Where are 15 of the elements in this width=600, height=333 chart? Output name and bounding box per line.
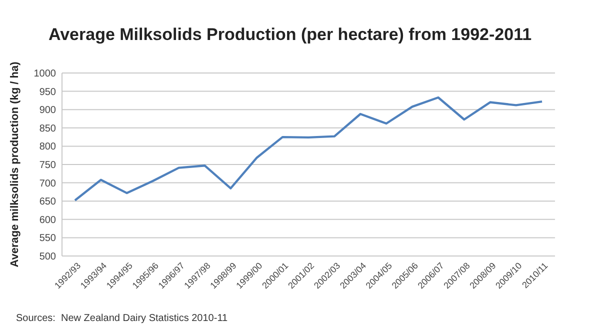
y-tick-label: 600 <box>39 214 56 226</box>
y-tick-label: 700 <box>39 178 56 190</box>
y-tick-label: 950 <box>39 86 56 98</box>
y-tick-label: 850 <box>39 123 56 134</box>
y-tick-label: 800 <box>39 142 56 153</box>
y-tick-label: 1000 <box>34 68 56 80</box>
y-tick-label: 500 <box>39 252 56 262</box>
y-tick-label: 750 <box>39 160 56 171</box>
chart-title: Average Milksolids Production (per hectare) from 1992-2011 <box>48 25 532 44</box>
y-tick-label: 900 <box>39 105 56 116</box>
y-tick-label: 650 <box>39 196 56 208</box>
y-axis-title: Average milksolids production (kg / ha) <box>9 61 21 268</box>
y-tick-label: 550 <box>39 233 56 244</box>
line-series <box>74 96 544 202</box>
source-note: Sources: New Zealand Dairy Statistics 2010-11 <box>16 313 228 324</box>
